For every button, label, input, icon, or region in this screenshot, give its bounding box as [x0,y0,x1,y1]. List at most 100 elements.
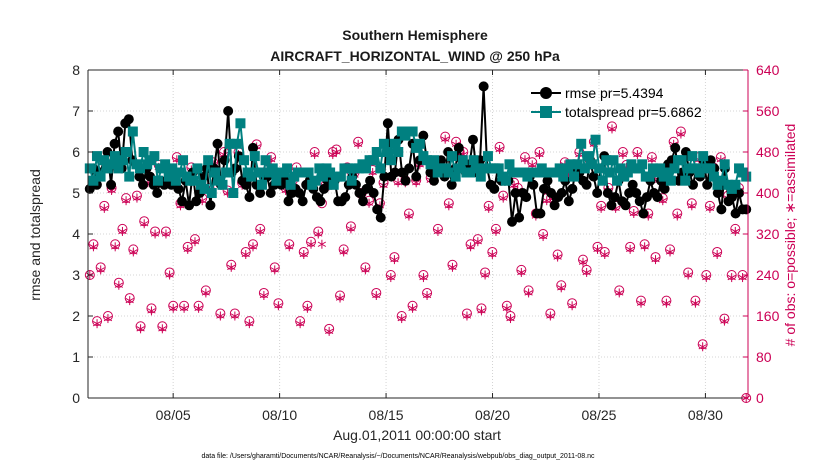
obs-assimilated-point [506,314,515,324]
y-tick-label-left: 3 [72,267,80,283]
obs-assimilated-point [662,298,671,308]
totalspread-point [741,171,752,182]
rmse-point [535,208,546,219]
y-axis-label-right: # of obs: o=possible; ∗=assimilated [782,124,798,347]
legend-rmse-label: rmse pr=5.4394 [565,85,664,101]
obs-assimilated-point [274,301,283,311]
totalspread-point [594,163,605,174]
rmse-point [358,196,368,207]
rmse-point [620,200,631,211]
obs-assimilated-point [89,242,98,252]
obs-assimilated-point [673,211,682,221]
obs-assimilated-point [433,226,443,236]
rmse-point [581,179,592,190]
obs-assimilated-point [524,288,533,298]
obs-assimilated-point [596,203,606,213]
totalspread-point [84,163,95,174]
obs-assimilated-point [216,311,225,321]
obs-assimilated-point [495,144,504,154]
totalspread-point [368,155,379,166]
obs-assimilated-point [502,303,511,313]
obs-assimilated-point [517,267,526,277]
rmse-point [109,138,120,149]
y-tick-label-left: 8 [72,62,80,78]
rmse-point [375,212,386,223]
y-tick-label-right: 240 [756,267,780,283]
totalspread-point [335,171,346,182]
y-tick-label-left: 1 [72,349,80,365]
rmse-point [592,188,603,198]
y-tick-label-right: 640 [756,62,780,78]
totalspread-point [407,126,418,137]
obs-assimilated-point [158,324,167,334]
obs-assimilated-point [444,201,453,211]
obs-assimilated-point [299,250,308,259]
totalspread-point [228,188,239,198]
obs-assimilated-point [118,226,127,236]
totalspread-point [665,175,676,186]
obs-assimilated-point [335,293,345,303]
totalspread-point [120,147,131,157]
obs-assimilated-point [615,288,624,298]
totalspread-point [285,179,296,190]
obs-assimilated-point [651,255,660,265]
y-tick-label-right: 320 [756,226,780,242]
obs-assimilated-point [306,239,316,249]
rmse-point [173,183,184,194]
rmse-point [428,175,439,186]
y-tick-label-right: 80 [756,349,772,365]
rmse-point [248,142,258,153]
totalspread-point [604,167,615,178]
totalspread-point [95,171,106,182]
rmse-point [400,175,411,186]
obs-assimilated-point [314,229,323,239]
rmse-point [223,106,234,116]
obs-assimilated-point [553,252,562,262]
totalspread-point [450,171,461,182]
obs-assimilated-point [92,319,102,329]
obs-assimilated-point [183,244,192,254]
obs-assimilated-point [114,280,123,290]
totalspread-point [608,155,619,166]
obs-assimilated-point [150,229,160,239]
rmse-point [134,171,145,182]
obs-assimilated-point [633,150,642,160]
rmse-point [638,208,649,219]
totalspread-point [414,138,425,149]
totalspread-point [260,155,271,166]
rmse-point [283,196,294,207]
rmse-point [372,204,383,215]
totalspread-point [493,163,504,174]
obs-assimilated-point [691,298,700,308]
x-tick-label: 08/10 [262,407,297,423]
y-tick-label-right: 480 [756,144,780,160]
rmse-point [652,192,663,203]
obs-assimilated-point [259,291,269,300]
totalspread-point [235,118,246,129]
totalspread-point [256,179,267,190]
obs-assimilated-point [190,237,200,247]
rmse-point [588,171,599,182]
obs-assimilated-point [121,196,131,206]
totalspread-point [282,163,293,174]
rmse-point [315,196,326,207]
totalspread-point [239,155,250,166]
obs-assimilated-point [448,262,457,272]
rmse-point [244,192,255,203]
obs-assimilated-point [317,239,327,249]
totalspread-point [687,151,698,162]
obs-assimilated-point [705,203,715,213]
rmse-point [631,188,642,198]
obs-assimilated-point [542,196,551,206]
obs-assimilated-point [169,303,178,313]
totalspread-point [170,175,181,186]
rmse-point [382,118,393,129]
x-tick-label: 08/20 [475,407,510,423]
obs-assimilated-point [484,203,493,213]
totalspread-point [500,175,511,186]
obs-assimilated-point [125,296,134,306]
y-tick-label-right: 0 [756,390,764,406]
totalspread-point [680,175,691,186]
rmse-point [240,179,251,190]
